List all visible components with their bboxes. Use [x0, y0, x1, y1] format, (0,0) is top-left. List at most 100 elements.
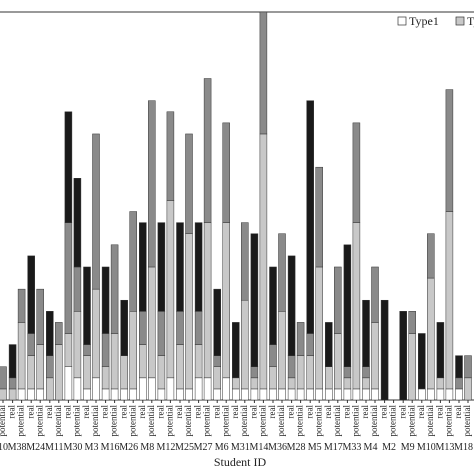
x-tick-label: M3 [85, 442, 99, 453]
bar-segment [269, 344, 277, 367]
bar-segment [139, 344, 147, 379]
bar-segment [101, 366, 110, 390]
bar-kind-label: real [174, 405, 184, 419]
bar-kind-label: potential [164, 405, 174, 437]
bar-kind-label: potential [443, 405, 453, 437]
bar-segment [278, 311, 286, 390]
bar-segment [27, 355, 35, 390]
bar-segment [296, 388, 305, 401]
legend-label: Type1 [409, 14, 439, 28]
bar-segment [176, 311, 184, 345]
bar-kind-label: potential [16, 405, 26, 437]
bar-segment [101, 266, 110, 334]
bar-segment [36, 388, 44, 401]
bar-kind-label: real [62, 405, 72, 419]
bar-segment [343, 388, 352, 401]
bar-segment [287, 355, 296, 379]
bar-segment [0, 388, 7, 401]
bar-segment [27, 333, 35, 356]
bar-segment [445, 89, 454, 212]
bar-segment [129, 211, 137, 312]
bar-kind-label: real [397, 405, 407, 419]
x-tick-label: M5 [308, 442, 322, 453]
bar-segment [306, 333, 314, 356]
bar-kind-label: real [248, 405, 258, 419]
bar-segment [408, 311, 416, 334]
x-tick-label: M24 [26, 442, 45, 453]
bar-segment [296, 355, 305, 390]
bar-kind-label: potential [462, 405, 472, 437]
bar-segment [8, 377, 17, 390]
bar-segment [334, 388, 342, 401]
bar-segment [166, 200, 175, 379]
bar-segment [436, 322, 445, 379]
x-tick-label: M6 [215, 442, 229, 453]
bar-kind-label: potential [202, 405, 212, 437]
bar-kind-label: potential [34, 405, 44, 437]
bar-segment [306, 355, 314, 390]
bar-segment [250, 233, 259, 367]
bar-segment [362, 377, 370, 390]
bar-segment [278, 233, 286, 312]
bar-segment [241, 388, 249, 401]
bar-segment [194, 222, 203, 312]
x-tick-label: M26 [119, 442, 138, 453]
bar-kind-label: real [137, 405, 147, 419]
bar-segment [157, 311, 166, 356]
bar-segment [362, 366, 370, 379]
bar-segment [213, 355, 221, 367]
bar-segment [232, 388, 240, 401]
bar-kind-label: real [304, 405, 314, 419]
bar-segment [8, 344, 17, 379]
bar-segment [259, 133, 268, 390]
bar-segment [241, 299, 249, 390]
bar-segment [8, 388, 17, 401]
bar-segment [157, 355, 166, 390]
bar-segment [287, 255, 296, 356]
bar-segment [139, 311, 147, 345]
bar-segment [315, 266, 323, 390]
bar-segment [139, 377, 147, 401]
bar-kind-label: potential [109, 405, 119, 437]
bar-segment [352, 122, 361, 223]
bar-segment [55, 322, 63, 345]
bar-segment [73, 311, 82, 379]
bar-segment [269, 388, 277, 401]
bar-segment [83, 388, 91, 401]
bar-kind-label: real [193, 405, 203, 419]
bar-segment [73, 178, 82, 268]
bar-segment [17, 288, 26, 323]
bar-kind-label: real [434, 405, 444, 419]
bar-segment [222, 122, 230, 223]
bar-segment [325, 366, 333, 390]
bar-segment [0, 366, 7, 390]
bar-segment [436, 377, 445, 390]
bar-segment [362, 299, 370, 367]
bar-kind-label: real [360, 405, 370, 419]
bar-segment [110, 388, 119, 401]
x-tick-label: M33 [342, 442, 361, 453]
bar-kind-label: potential [276, 405, 286, 437]
bar-segment [418, 388, 426, 401]
bar-segment [148, 266, 156, 379]
bar-segment [73, 266, 82, 312]
bar-segment [222, 222, 230, 379]
bar-segment [306, 388, 314, 401]
bar-segment [176, 222, 184, 312]
bar-segment [36, 288, 44, 345]
bar-segment [203, 377, 212, 401]
bar-segment [269, 266, 277, 345]
bar-segment [73, 377, 82, 401]
bar-segment [315, 166, 323, 268]
bar-segment [250, 388, 259, 401]
bar-segment [36, 344, 44, 390]
bar-kind-label: potential [127, 405, 137, 437]
x-tick-label: M36 [268, 442, 287, 453]
bar-kind-label: real [7, 405, 17, 419]
bar-segment [250, 377, 259, 390]
bar-kind-label: real [118, 405, 128, 419]
bar-kind-label: potential [239, 405, 249, 437]
x-tick-label: M9 [401, 442, 415, 453]
bar-segment [464, 355, 472, 379]
bar-segment [306, 100, 314, 334]
